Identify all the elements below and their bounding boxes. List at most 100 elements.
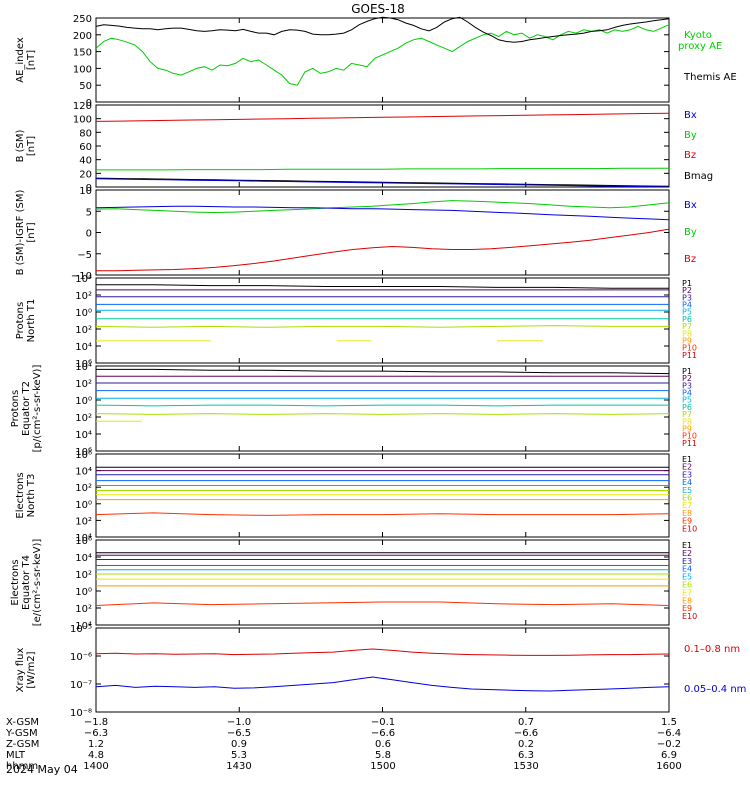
- legend-e3: E3: [682, 470, 692, 479]
- legend-e4: E4: [682, 478, 692, 487]
- y-axis-label: North T3: [26, 474, 37, 518]
- legend-item: Kyoto: [684, 30, 712, 41]
- ephem-cell: 5.3: [231, 750, 247, 761]
- ephem-cell: −1.0: [227, 717, 251, 728]
- legend-p10: P10: [682, 344, 697, 353]
- y-tick-label: 10: [79, 186, 92, 197]
- series-e9-line: [95, 512, 670, 516]
- y-tick-label: 10⁴: [75, 467, 92, 478]
- date-label: 2024 May 04: [6, 763, 78, 776]
- ephem-cell: −6.5: [227, 728, 251, 739]
- legend-p8: P8: [682, 417, 692, 426]
- ephem-cell: 1.2: [88, 739, 104, 750]
- ephem-cell: 1.5: [661, 717, 677, 728]
- legend-e2: E2: [682, 549, 692, 558]
- ephem-cell: 0.6: [375, 739, 391, 750]
- y-tick-label: 10⁴: [75, 533, 92, 544]
- legend-p4: P4: [682, 301, 692, 310]
- y-tick-label: 10⁻⁶: [70, 652, 92, 663]
- y-tick-label: 10⁰: [75, 587, 92, 598]
- y-tick-label: 10²: [75, 570, 92, 581]
- y-tick-label: 10²: [75, 516, 92, 527]
- legend-p2: P2: [682, 286, 692, 295]
- legend-e1: E1: [682, 455, 692, 464]
- ephem-cell: −0.2: [657, 739, 681, 750]
- ephem-cell: −6.4: [657, 728, 681, 739]
- legend-p5: P5: [682, 396, 692, 405]
- legend-p9: P9: [682, 424, 692, 433]
- legend-item: Bx: [684, 110, 697, 121]
- y-tick-label: 10⁻⁵: [70, 624, 92, 635]
- ephem-row-label: hhmm: [6, 761, 38, 772]
- panel-xray: 10⁻⁸ 10⁻⁷ 10⁻⁶ 10⁻⁵ Xray flux [W/m2] 0.1–0.8 n…: [15, 624, 746, 719]
- legend-p3: P3: [682, 381, 692, 390]
- y-tick-label: 100: [73, 64, 92, 75]
- y-tick-label: 10²: [75, 483, 92, 494]
- series-bmag-line: [96, 167, 669, 171]
- y-axis-label: [p/(cm²-s-sr-keV)]: [32, 365, 43, 453]
- y-tick-label: 40: [79, 156, 92, 167]
- legend-p7: P7: [682, 410, 692, 419]
- legend-p4: P4: [682, 389, 692, 398]
- legend-p7: P7: [682, 322, 692, 331]
- y-tick-label: 200: [73, 31, 92, 42]
- series-p7-line: [95, 413, 670, 415]
- y-axis-label: [nT]: [26, 222, 37, 242]
- y-axis-label: Protons: [10, 390, 21, 427]
- y-axis-label: [W/m2]: [26, 651, 37, 688]
- series-p1-line: [96, 284, 669, 289]
- y-axis-label: [e/(cm²-s-sr-keV)]: [32, 539, 43, 627]
- ephem-row-label: Y-GSM: [5, 728, 38, 739]
- legend-item: Bz: [684, 254, 696, 265]
- y-axis-label: Electrons: [10, 559, 21, 605]
- ephem-cell: 1430: [226, 761, 251, 772]
- y-tick-label: 0: [86, 98, 92, 109]
- legend-e6: E6: [682, 581, 692, 590]
- legend-item: Themis AE: [683, 72, 737, 83]
- ephem-cell: 4.8: [88, 750, 104, 761]
- series-bz-line: [95, 112, 670, 122]
- legend-p11: P11: [682, 351, 697, 360]
- series-p1-line: [96, 368, 670, 375]
- ephem-cell: −1.8: [84, 717, 108, 728]
- y-axis-label: Xray flux: [15, 648, 26, 693]
- series-bz-line: [96, 228, 670, 272]
- ephem-cell: 0.9: [231, 739, 247, 750]
- y-tick-label: 10⁴: [75, 553, 92, 564]
- series-by-line: [95, 177, 670, 187]
- legend-e7: E7: [682, 501, 692, 510]
- series-0-05-0-4-nm-line: [95, 676, 670, 692]
- legend-p6: P6: [682, 315, 692, 324]
- y-axis-label: Electrons: [15, 472, 26, 518]
- y-tick-label: 50: [79, 81, 92, 92]
- y-axis-label: Protons: [15, 302, 26, 339]
- legend-p3: P3: [682, 293, 692, 302]
- y-tick-label: 80: [79, 128, 92, 139]
- y-tick-label: −10: [71, 271, 92, 282]
- ephem-cell: 0.2: [518, 739, 534, 750]
- legend-item: 0.1–0.8 nm: [684, 644, 740, 655]
- ephem-cell: −6.6: [514, 728, 538, 739]
- legend-item: proxy AE: [678, 41, 722, 52]
- y-tick-label: 10⁰: [75, 396, 92, 407]
- legend-e2: E2: [682, 463, 692, 472]
- y-axis-label: B (SM)-IGRF (SM): [15, 190, 26, 276]
- legend-p5: P5: [682, 308, 692, 317]
- y-tick-label: 10⁶: [75, 447, 92, 458]
- legend-item: By: [684, 130, 697, 141]
- legend-p6: P6: [682, 403, 692, 412]
- legend-e6: E6: [682, 494, 692, 503]
- panel-frame: [95, 365, 670, 452]
- y-tick-label: 10⁶: [75, 536, 92, 547]
- ephem-cell: −6.3: [84, 728, 108, 739]
- legend-p1: P1: [682, 279, 692, 288]
- legend-item: 0.05–0.4 nm: [684, 684, 746, 695]
- y-tick-label: 10⁴: [75, 362, 92, 373]
- y-tick-label: 120: [73, 101, 92, 112]
- y-tick-label: 10⁴: [75, 342, 92, 353]
- y-tick-label: 150: [73, 48, 92, 59]
